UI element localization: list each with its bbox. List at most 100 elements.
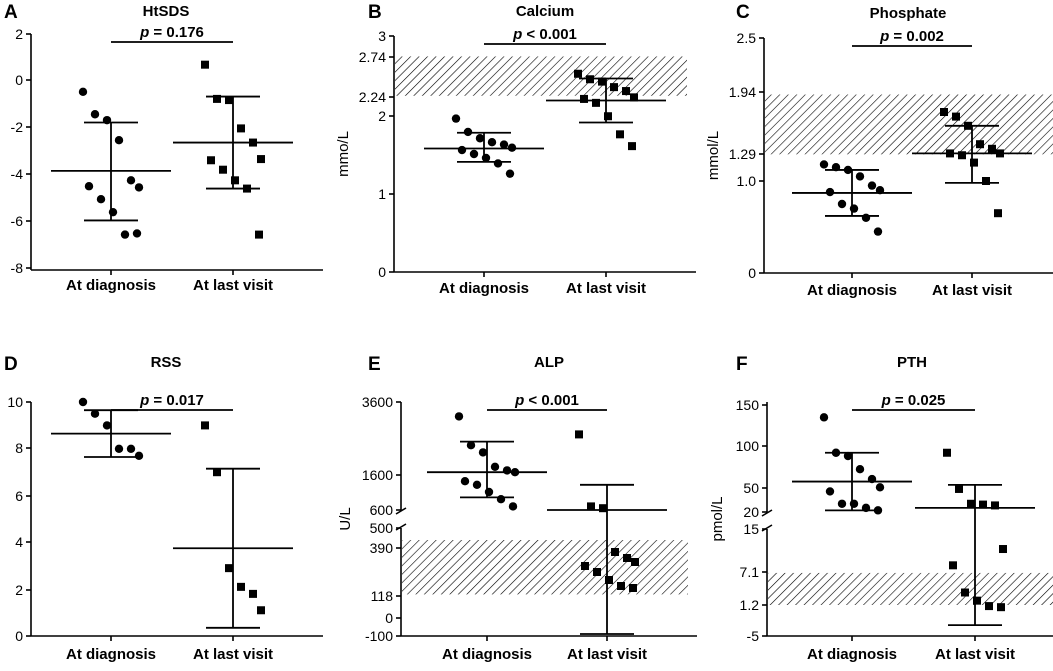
data-point — [849, 204, 859, 213]
data-point — [255, 230, 263, 239]
data-point — [201, 60, 209, 69]
panel-title: ALP — [534, 354, 564, 371]
data-point — [958, 151, 966, 160]
panel-title: HtSDS — [143, 3, 190, 20]
y-tick-label: 2.24 — [359, 89, 386, 105]
data-point — [460, 477, 470, 486]
data-point — [219, 165, 227, 174]
y-axis-label: mmo/L — [335, 131, 352, 177]
data-point — [996, 149, 1004, 158]
data-point — [587, 502, 595, 511]
y-tick-label: 2 — [15, 582, 23, 598]
y-tick-label: 2.5 — [737, 30, 757, 46]
p-value-label: p < 0.001 — [512, 26, 577, 43]
p-value-label: p = 0.002 — [879, 28, 944, 45]
data-point — [999, 545, 1007, 554]
data-point — [875, 186, 885, 195]
panel-c: C Phosphate 2.5 1.94 1.29 1.0 0 At diagnosis At … — [705, 2, 1053, 299]
data-point — [574, 69, 582, 78]
data-point — [213, 94, 221, 103]
y-tick-label: 100 — [736, 438, 760, 454]
panel-e: E ALP 3600 1600 600 500 390 118 0 -100 At diagnosi… — [337, 354, 697, 663]
panel-title: Calcium — [516, 3, 574, 20]
data-point — [132, 229, 142, 238]
data-point — [108, 207, 118, 217]
panel-letter-d: D — [4, 354, 18, 375]
data-point — [493, 159, 503, 168]
data-point — [201, 421, 209, 430]
y-tick-label: 7.1 — [740, 564, 760, 580]
p-value-label: p = 0.025 — [881, 392, 946, 409]
x-category-label: At last visit — [567, 646, 647, 663]
data-point — [225, 564, 233, 573]
y-tick-label: 1600 — [362, 467, 393, 483]
x-category-label: At diagnosis — [66, 646, 156, 663]
series-at-diagnosis — [424, 114, 544, 178]
y-tick-label: 1.2 — [740, 597, 760, 613]
data-point — [581, 562, 589, 570]
y-tick-label: 4 — [15, 534, 23, 550]
data-point — [225, 96, 233, 105]
p-value-label: p = 0.017 — [139, 392, 204, 409]
panel-title: Phosphate — [870, 5, 947, 22]
data-point — [985, 602, 993, 611]
data-point — [623, 554, 631, 562]
y-axis-label: pmol/L — [709, 496, 726, 541]
data-point — [940, 108, 948, 116]
y-tick-label: 0 — [748, 265, 756, 281]
y-tick-label: 0 — [378, 264, 386, 280]
data-point — [855, 172, 865, 181]
data-point — [819, 160, 829, 169]
series-at-last-visit — [912, 108, 1032, 218]
data-point — [946, 149, 954, 158]
data-point — [616, 130, 624, 139]
data-point — [622, 87, 630, 96]
panel-letter-e: E — [368, 354, 381, 375]
data-point — [592, 98, 600, 107]
data-point — [207, 156, 215, 165]
data-point — [499, 140, 509, 149]
data-point — [231, 176, 239, 185]
y-tick-label: 0 — [15, 628, 23, 644]
data-point — [861, 503, 871, 513]
data-point — [831, 448, 841, 457]
data-point — [120, 230, 130, 239]
y-tick-label: 20 — [743, 504, 759, 520]
panel-b: B Calcium 3 2.74 2.24 2 1 0 At diagnosis At last … — [335, 2, 696, 297]
data-point — [861, 213, 871, 222]
data-point — [991, 501, 999, 510]
data-point — [867, 181, 877, 190]
p-value-label: p = 0.176 — [139, 24, 204, 41]
data-point — [78, 397, 88, 407]
data-point — [505, 169, 515, 178]
data-point — [979, 500, 987, 509]
y-tick-label: 3 — [378, 28, 386, 44]
y-tick-label: 6 — [15, 488, 23, 504]
data-point — [819, 413, 829, 422]
x-category-label: At diagnosis — [439, 280, 529, 297]
panel-a: A HtSDS 2 0 -2 -4 -6 -8 At diagnosis At last visi… — [4, 2, 323, 294]
data-point — [611, 548, 619, 556]
data-point — [605, 576, 613, 584]
y-tick-label: 3600 — [362, 394, 393, 410]
y-tick-label: 10 — [7, 394, 23, 410]
data-point — [961, 588, 969, 597]
series-at-diagnosis — [51, 397, 171, 461]
series-at-diagnosis — [792, 160, 912, 236]
axis-break-mark — [395, 523, 407, 531]
x-category-label: At last visit — [193, 277, 273, 294]
data-point — [575, 430, 583, 439]
p-value-label: p < 0.001 — [514, 392, 579, 409]
data-point — [472, 480, 482, 489]
data-point — [454, 412, 464, 421]
data-point — [126, 176, 136, 185]
data-point — [952, 112, 960, 121]
y-tick-label: 0 — [385, 610, 393, 626]
y-tick-label: 2 — [15, 26, 23, 42]
data-point — [502, 466, 512, 475]
y-tick-label: 150 — [736, 397, 760, 413]
data-point — [943, 448, 951, 457]
panel-letter-f: F — [736, 354, 748, 375]
data-point — [478, 448, 488, 457]
